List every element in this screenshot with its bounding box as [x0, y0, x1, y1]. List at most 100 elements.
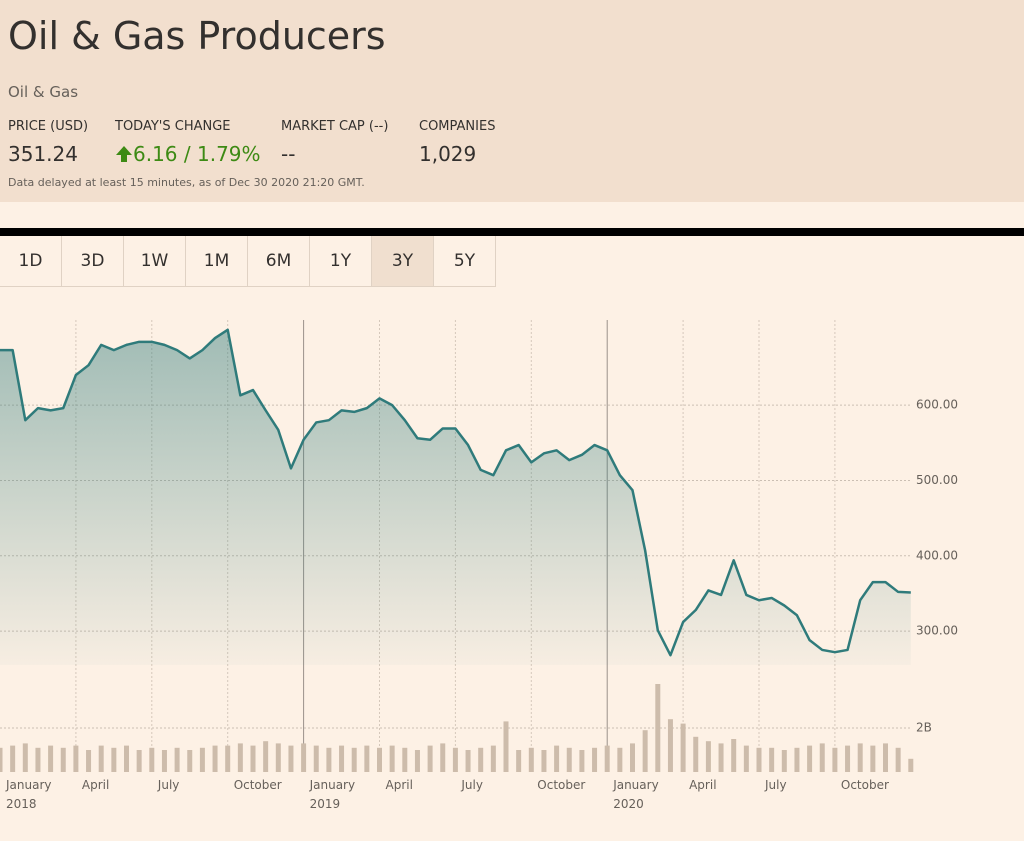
x-tick-label: January 2019	[309, 778, 356, 811]
x-tick-label: January 2018	[6, 778, 52, 811]
x-tick-label: October	[233, 778, 282, 792]
range-tab[interactable]: 6M	[248, 236, 310, 286]
volume-bar	[414, 750, 420, 772]
volume-bar	[351, 747, 357, 772]
volume-bar	[22, 743, 28, 772]
title: Oil & Gas Producers	[8, 14, 386, 58]
x-tick-label: October	[840, 778, 889, 792]
volume-bar	[832, 747, 838, 772]
volume-bar	[199, 747, 205, 772]
sector-link[interactable]: Oil & Gas	[8, 83, 79, 101]
stat-value: 1,029	[419, 142, 477, 166]
stat-value: 351.24	[8, 142, 78, 166]
volume-bar	[718, 743, 724, 772]
x-tick-label: January 2020	[613, 778, 659, 811]
volume-bar	[908, 758, 914, 772]
volume-bar	[364, 745, 370, 772]
y-tick-label: 600.00	[916, 398, 958, 412]
stat-value-row: 6.16 / 1.79%	[115, 142, 261, 166]
volume-bar	[883, 743, 888, 772]
volume-bar	[895, 747, 901, 772]
range-tab[interactable]: 3Y	[372, 236, 434, 286]
y-tick-label: 500.00	[916, 473, 958, 487]
stat-label: TODAY'S CHANGE	[115, 119, 231, 134]
volume-bar	[237, 743, 243, 772]
volume-bar	[427, 745, 433, 772]
volume-bar	[781, 750, 787, 772]
volume-bar	[566, 747, 572, 772]
x-tick-label: July	[765, 778, 787, 792]
stat-value: --	[281, 142, 296, 166]
volume-bar	[592, 747, 598, 772]
volume-bar	[693, 736, 699, 772]
x-tick-label: April	[689, 778, 717, 792]
volume-bar	[124, 745, 129, 772]
range-tab[interactable]: 3D	[62, 236, 124, 286]
y-tick-label: 300.00	[916, 624, 958, 638]
volume-bar	[794, 747, 800, 772]
price-line	[0, 328, 911, 657]
range-tab[interactable]: 1M	[186, 236, 248, 286]
volume-bar	[630, 743, 635, 772]
y-tick-label: 400.00	[916, 548, 958, 562]
volume-bar	[60, 747, 66, 772]
range-tab[interactable]: 1Y	[310, 236, 372, 286]
volume-bar	[478, 747, 484, 772]
volume-bar	[275, 743, 281, 772]
volume-bar	[313, 745, 319, 772]
range-tabs: 1D 3D 1W 1M 6M 1Y 3Y 5Y	[0, 236, 496, 287]
volume-bar	[655, 684, 661, 772]
volume-bar	[10, 745, 16, 772]
volume-bar	[0, 747, 3, 772]
header: Oil & Gas Producers Oil & Gas PRICE (USD…	[0, 0, 1024, 202]
stat: MARKET CAP (--) --	[281, 119, 388, 166]
volume-bar	[579, 750, 585, 772]
x-tick-label: April	[385, 778, 413, 792]
volume-bar	[440, 743, 446, 772]
volume-bar	[845, 745, 851, 772]
volume-bar	[819, 743, 825, 772]
volume-bar	[212, 745, 218, 772]
volume-bar	[465, 750, 471, 772]
volume-bar	[187, 750, 193, 772]
stat-label: MARKET CAP (--)	[281, 119, 389, 134]
volume-bar	[136, 750, 142, 772]
stat: TODAY'S CHANGE 6.16 / 1.79%	[115, 119, 261, 166]
range-tab[interactable]: 1D	[0, 236, 62, 286]
volume-bar	[288, 745, 294, 772]
volume-bar	[73, 745, 79, 772]
stat: PRICE (USD) 351.24	[8, 119, 88, 166]
volume-bar	[326, 747, 332, 772]
volume-bar	[48, 745, 54, 772]
range-tab[interactable]: 1W	[124, 236, 186, 286]
stat-label: COMPANIES	[419, 119, 496, 134]
volume-bar	[490, 745, 496, 772]
stat-value: 6.16 / 1.79%	[133, 142, 261, 166]
volume-bar	[731, 739, 737, 772]
volume-bar	[769, 747, 775, 772]
volume-bar	[389, 745, 395, 772]
volume-bar	[680, 723, 686, 772]
volume-bar	[149, 747, 155, 772]
volume-bar	[617, 747, 623, 772]
volume-bar	[174, 747, 180, 772]
volume-bar	[870, 745, 876, 772]
up-arrow	[116, 146, 132, 162]
volume-bar	[516, 750, 522, 772]
volume-bar	[541, 750, 547, 772]
volume-bar	[642, 730, 648, 772]
volume-bar	[250, 745, 256, 772]
x-tick-label: July	[157, 778, 180, 792]
volume-bar	[301, 743, 307, 772]
volume-bar	[667, 719, 673, 772]
volume-bar	[452, 747, 458, 772]
x-tick-label: April	[81, 778, 110, 792]
range-tab[interactable]: 5Y	[434, 236, 496, 286]
volume-bar	[86, 750, 92, 772]
volume-bar	[743, 745, 749, 772]
volume-bar	[604, 745, 610, 772]
volume-bar	[528, 747, 534, 772]
